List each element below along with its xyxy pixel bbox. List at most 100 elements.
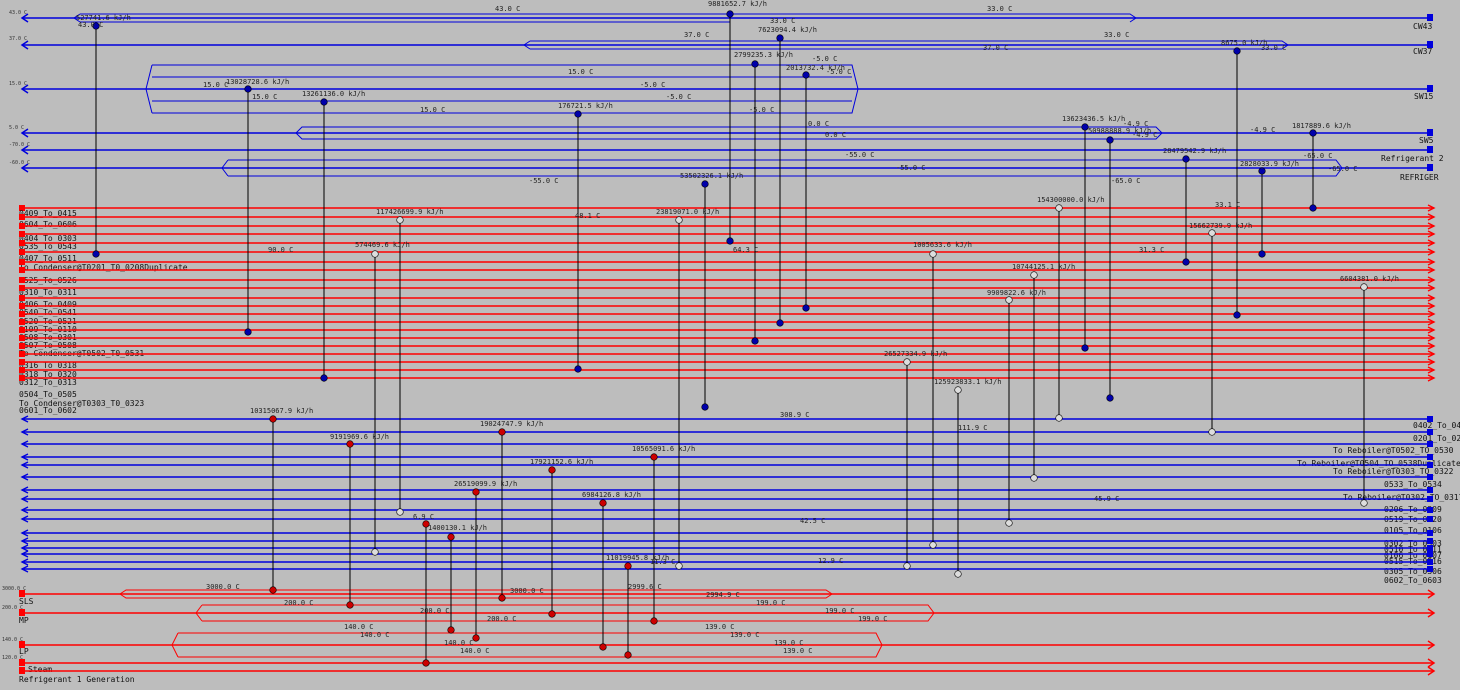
- cold-utility-cw37[interactable]: CW37 37.0 C: [9, 36, 1433, 56]
- cold-utility-sw5[interactable]: SW5 5.0 C: [9, 125, 1434, 145]
- exchanger-node[interactable]: [396, 216, 404, 224]
- exchanger-node[interactable]: [92, 22, 100, 30]
- hot-stream[interactable]: 0601_To_0602: [19, 374, 1436, 415]
- exchanger-match[interactable]: [1233, 47, 1241, 319]
- hot-stream[interactable]: 0404_To_0303: [19, 222, 1436, 243]
- exchanger-match[interactable]: [548, 466, 556, 618]
- cold-stream[interactable]: 0510_To_0511: [20, 537, 1442, 554]
- exchanger-match[interactable]: [447, 533, 455, 634]
- exchanger-node[interactable]: [371, 548, 379, 556]
- exchanger-match[interactable]: [675, 216, 683, 570]
- exchanger-match[interactable]: [624, 562, 632, 659]
- cold-stream[interactable]: To Reboiler@T0502_TO_0530: [20, 440, 1454, 455]
- exchanger-match[interactable]: [92, 22, 100, 258]
- exchanger-match[interactable]: [1005, 296, 1013, 527]
- cold-utility-sw15[interactable]: SW15 15.0 C: [9, 81, 1433, 101]
- cold-stream[interactable]: 0533_To_0534: [20, 473, 1442, 489]
- exchanger-node[interactable]: [726, 10, 734, 18]
- hot-utility-refrigerant-1-generation[interactable]: Refrigerant 1 Generation: [19, 666, 1436, 684]
- exchanger-match[interactable]: [701, 180, 709, 411]
- exchanger-node[interactable]: [447, 533, 455, 541]
- exchanger-node[interactable]: [548, 466, 556, 474]
- exchanger-node[interactable]: [1208, 428, 1216, 436]
- exchanger-node[interactable]: [1106, 394, 1114, 402]
- exchanger-node[interactable]: [954, 386, 962, 394]
- exchanger-node[interactable]: [776, 319, 784, 327]
- exchanger-node[interactable]: [1005, 519, 1013, 527]
- exchanger-node[interactable]: [929, 250, 937, 258]
- cold-stream[interactable]: 0402_To_0403: [20, 415, 1460, 430]
- exchanger-node[interactable]: [624, 562, 632, 570]
- exchanger-match[interactable]: [776, 34, 784, 327]
- exchanger-match[interactable]: [320, 98, 328, 382]
- exchanger-match[interactable]: [751, 60, 759, 345]
- hot-stream[interactable]: 0535_To_0543: [19, 230, 1436, 251]
- exchanger-node[interactable]: [1055, 204, 1063, 212]
- exchanger-match[interactable]: [396, 216, 404, 516]
- exchanger-node[interactable]: [320, 98, 328, 106]
- exchanger-match[interactable]: [422, 520, 430, 667]
- exchanger-match[interactable]: [244, 85, 252, 336]
- cold-stream[interactable]: 0305_To_0306: [20, 558, 1442, 576]
- exchanger-node[interactable]: [1030, 271, 1038, 279]
- exchanger-node[interactable]: [1258, 167, 1266, 175]
- exchanger-node[interactable]: [396, 508, 404, 516]
- exchanger-node[interactable]: [1030, 474, 1038, 482]
- exchanger-match[interactable]: [1208, 229, 1216, 436]
- exchanger-node[interactable]: [903, 562, 911, 570]
- hot-stream[interactable]: 0540_To_0541: [19, 284, 1436, 317]
- exchanger-match[interactable]: [1055, 204, 1063, 422]
- exchanger-match[interactable]: [1182, 155, 1190, 266]
- exchanger-node[interactable]: [574, 110, 582, 118]
- hot-stream[interactable]: 0318_To_0320: [19, 342, 1436, 379]
- exchanger-node[interactable]: [1081, 344, 1089, 352]
- exchanger-node[interactable]: [1208, 229, 1216, 237]
- exchanger-node[interactable]: [1182, 155, 1190, 163]
- exchanger-node[interactable]: [1081, 123, 1089, 131]
- cold-utility-refrigerant-2[interactable]: Refrigerant 2 -70.0 C: [9, 142, 1444, 163]
- exchanger-match[interactable]: [574, 110, 582, 373]
- hot-stream[interactable]: 0504_To_0505: [19, 358, 1436, 399]
- exchanger-node[interactable]: [802, 304, 810, 312]
- exchanger-node[interactable]: [1233, 47, 1241, 55]
- cold-stream[interactable]: To Reboiler@T0504_TO_0538Duplicate: [20, 453, 1460, 468]
- exchanger-match[interactable]: [498, 428, 506, 602]
- exchanger-node[interactable]: [320, 374, 328, 382]
- exchanger-node[interactable]: [1360, 499, 1368, 507]
- exchanger-node[interactable]: [498, 428, 506, 436]
- hot-utility-mp[interactable]: MP 200.0 C: [2, 604, 1436, 625]
- exchanger-node[interactable]: [1233, 311, 1241, 319]
- exchanger-node[interactable]: [929, 541, 937, 549]
- exchanger-node[interactable]: [244, 328, 252, 336]
- cold-stream[interactable]: To Reboiler@T0303_TO_0322: [20, 461, 1454, 476]
- cold-stream[interactable]: 0302_To_0303: [20, 529, 1442, 548]
- cold-stream[interactable]: To Reboiler@T0302_TO_0317: [20, 486, 1460, 502]
- exchanger-node[interactable]: [650, 453, 658, 461]
- cold-utility-refriger[interactable]: REFRIGER -60.0 C: [9, 160, 1439, 182]
- exchanger-node[interactable]: [1360, 283, 1368, 291]
- exchanger-node[interactable]: [422, 520, 430, 528]
- hot-stream[interactable]: 0316_To_0318: [19, 334, 1436, 370]
- hot-utility-steam[interactable]: Steam 120.0 C: [2, 655, 1436, 674]
- exchanger-node[interactable]: [498, 594, 506, 602]
- exchanger-node[interactable]: [447, 626, 455, 634]
- exchanger-match[interactable]: [929, 250, 937, 549]
- cold-stream[interactable]: 0105_To_0106: [20, 515, 1442, 535]
- exchanger-node[interactable]: [650, 617, 658, 625]
- exchanger-node[interactable]: [422, 659, 430, 667]
- exchanger-node[interactable]: [675, 216, 683, 224]
- exchanger-match[interactable]: [1258, 167, 1266, 258]
- exchanger-node[interactable]: [776, 34, 784, 42]
- exchanger-match[interactable]: [726, 10, 734, 245]
- exchanger-node[interactable]: [244, 85, 252, 93]
- exchanger-match[interactable]: [1081, 123, 1089, 352]
- cold-stream[interactable]: 0602_To_0603: [20, 565, 1442, 585]
- exchanger-node[interactable]: [472, 488, 480, 496]
- exchanger-node[interactable]: [371, 250, 379, 258]
- exchanger-node[interactable]: [269, 586, 277, 594]
- exchanger-node[interactable]: [1309, 129, 1317, 137]
- exchanger-node[interactable]: [954, 570, 962, 578]
- hot-stream[interactable]: 0312_To_0313: [19, 350, 1436, 387]
- hot-stream[interactable]: To Condenser@T0201_T0_0208Duplicate: [19, 248, 1436, 272]
- cold-stream[interactable]: 0106_To_0107: [20, 544, 1442, 560]
